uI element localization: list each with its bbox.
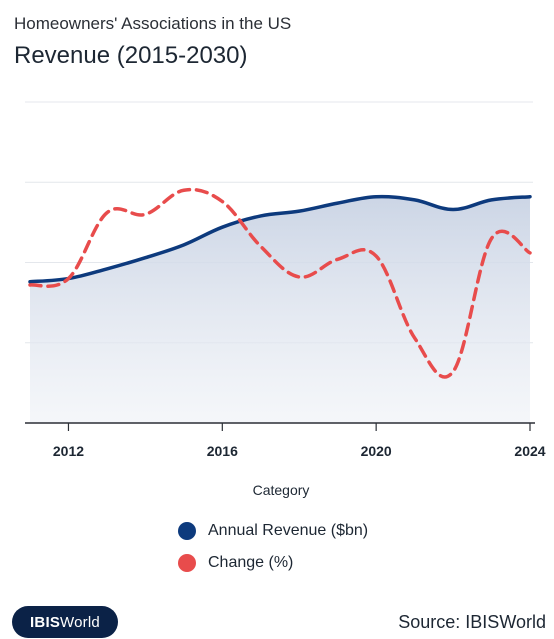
x-tick-label-0: 2012 [53, 443, 84, 459]
legend-marker-annual-revenue [178, 522, 196, 540]
legend-label-annual-revenue: Annual Revenue ($bn) [208, 522, 369, 539]
legend-label-change: Change (%) [208, 554, 294, 571]
chart-subtitle: Homeowners' Associations in the US [14, 14, 292, 33]
ibisworld-logo[interactable]: IBIS World [12, 606, 118, 638]
x-tick-label-3: 2024 [514, 443, 545, 459]
chart-title: Revenue (2015-2030) [14, 42, 248, 69]
legend-item-change[interactable]: Change (%) [178, 547, 368, 579]
legend-marker-change [178, 554, 196, 572]
x-axis-label: Category [253, 482, 310, 498]
series-line-0 [28, 194, 532, 284]
logo-text: World [60, 613, 100, 631]
source-note: Source: IBISWorld [398, 612, 546, 632]
chart-legend: Annual Revenue ($bn) Change (%) [178, 515, 368, 579]
series-area-0 [30, 196, 530, 423]
legend-item-annual-revenue[interactable]: Annual Revenue ($bn) [178, 515, 368, 547]
x-tick-label-2: 2020 [361, 443, 392, 459]
series-line-1 [28, 187, 532, 379]
logo-bold-text: IBIS [30, 613, 61, 631]
x-tick-label-1: 2016 [207, 443, 238, 459]
